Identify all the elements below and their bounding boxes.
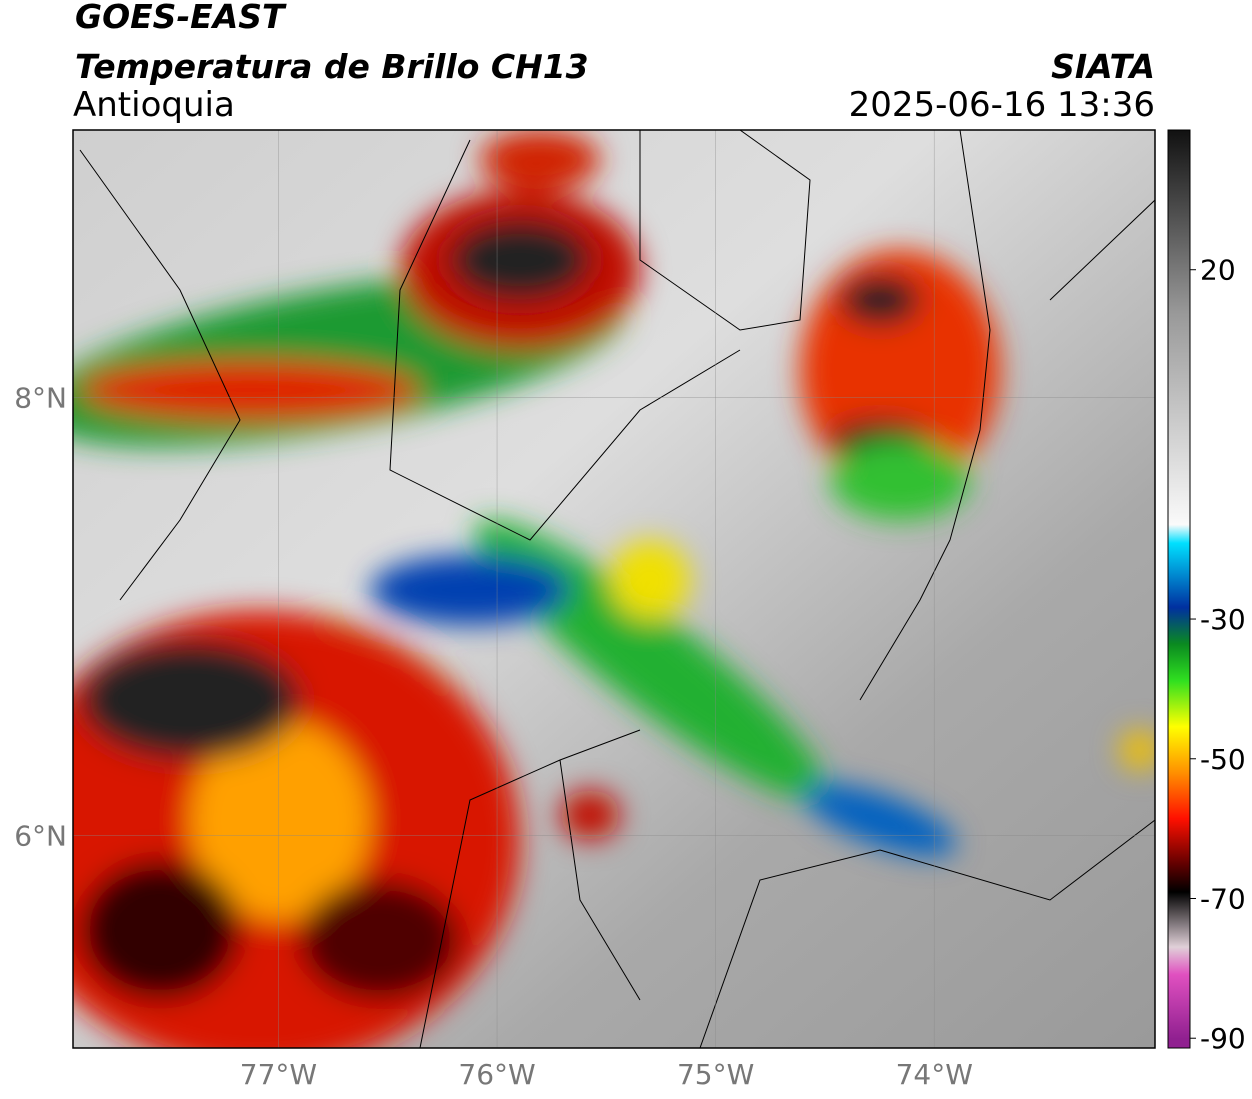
colorbar-tick-label: -50: [1200, 743, 1246, 776]
map-frame: [72, 129, 1156, 1049]
title: GOES-EAST: [75, 0, 287, 36]
colorbar-tick-label: -30: [1200, 603, 1246, 636]
y-tick-label: 8°N: [14, 381, 67, 414]
region: Antioquia: [73, 85, 235, 125]
x-tick-label: 74°W: [896, 1058, 973, 1091]
x-tick-label: 76°W: [458, 1058, 535, 1091]
colorbar: [1167, 129, 1191, 1049]
x-tick-label: 75°W: [677, 1058, 754, 1091]
colorbar-tick-label: -70: [1200, 882, 1246, 915]
subtitle: Temperatura de Brillo CH13: [75, 47, 589, 86]
graticule: [73, 130, 1155, 1048]
colorbar-tick-label: -90: [1200, 1022, 1246, 1055]
satellite-image: [73, 130, 1155, 1048]
colorbar-tick-label: 20: [1200, 254, 1236, 287]
timestamp: 2025-06-16 13:36: [849, 85, 1155, 125]
source: SIATA: [1051, 47, 1155, 86]
x-tick-label: 77°W: [240, 1058, 317, 1091]
y-tick-label: 6°N: [14, 819, 67, 852]
